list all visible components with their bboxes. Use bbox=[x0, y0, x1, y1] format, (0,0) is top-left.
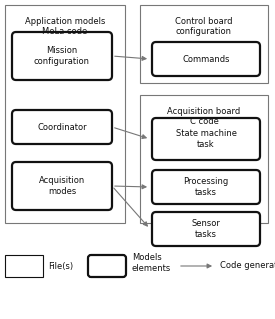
Text: Application models
MeLa code: Application models MeLa code bbox=[25, 17, 105, 36]
Text: Coordinator: Coordinator bbox=[37, 122, 87, 131]
FancyBboxPatch shape bbox=[12, 32, 112, 80]
Text: Sensor
tasks: Sensor tasks bbox=[192, 219, 221, 239]
Text: Code generation: Code generation bbox=[220, 262, 275, 271]
FancyBboxPatch shape bbox=[88, 255, 126, 277]
Text: Commands: Commands bbox=[182, 55, 230, 63]
Bar bbox=[5, 255, 43, 277]
FancyBboxPatch shape bbox=[152, 42, 260, 76]
Text: Control board
configuration: Control board configuration bbox=[175, 17, 233, 36]
Text: Models
elements: Models elements bbox=[132, 253, 171, 273]
Text: State machine
task: State machine task bbox=[175, 129, 236, 149]
FancyBboxPatch shape bbox=[12, 110, 112, 144]
Bar bbox=[140, 95, 268, 223]
Text: Mission
configuration: Mission configuration bbox=[34, 46, 90, 66]
Text: Acquisition board
C code: Acquisition board C code bbox=[167, 107, 241, 126]
Text: File(s): File(s) bbox=[48, 262, 73, 271]
Bar bbox=[140, 5, 268, 83]
FancyBboxPatch shape bbox=[12, 162, 112, 210]
Bar bbox=[5, 5, 125, 223]
FancyBboxPatch shape bbox=[152, 212, 260, 246]
Text: Processing
tasks: Processing tasks bbox=[183, 177, 229, 197]
FancyBboxPatch shape bbox=[152, 170, 260, 204]
FancyBboxPatch shape bbox=[152, 118, 260, 160]
Text: Acquisition
modes: Acquisition modes bbox=[39, 176, 85, 196]
